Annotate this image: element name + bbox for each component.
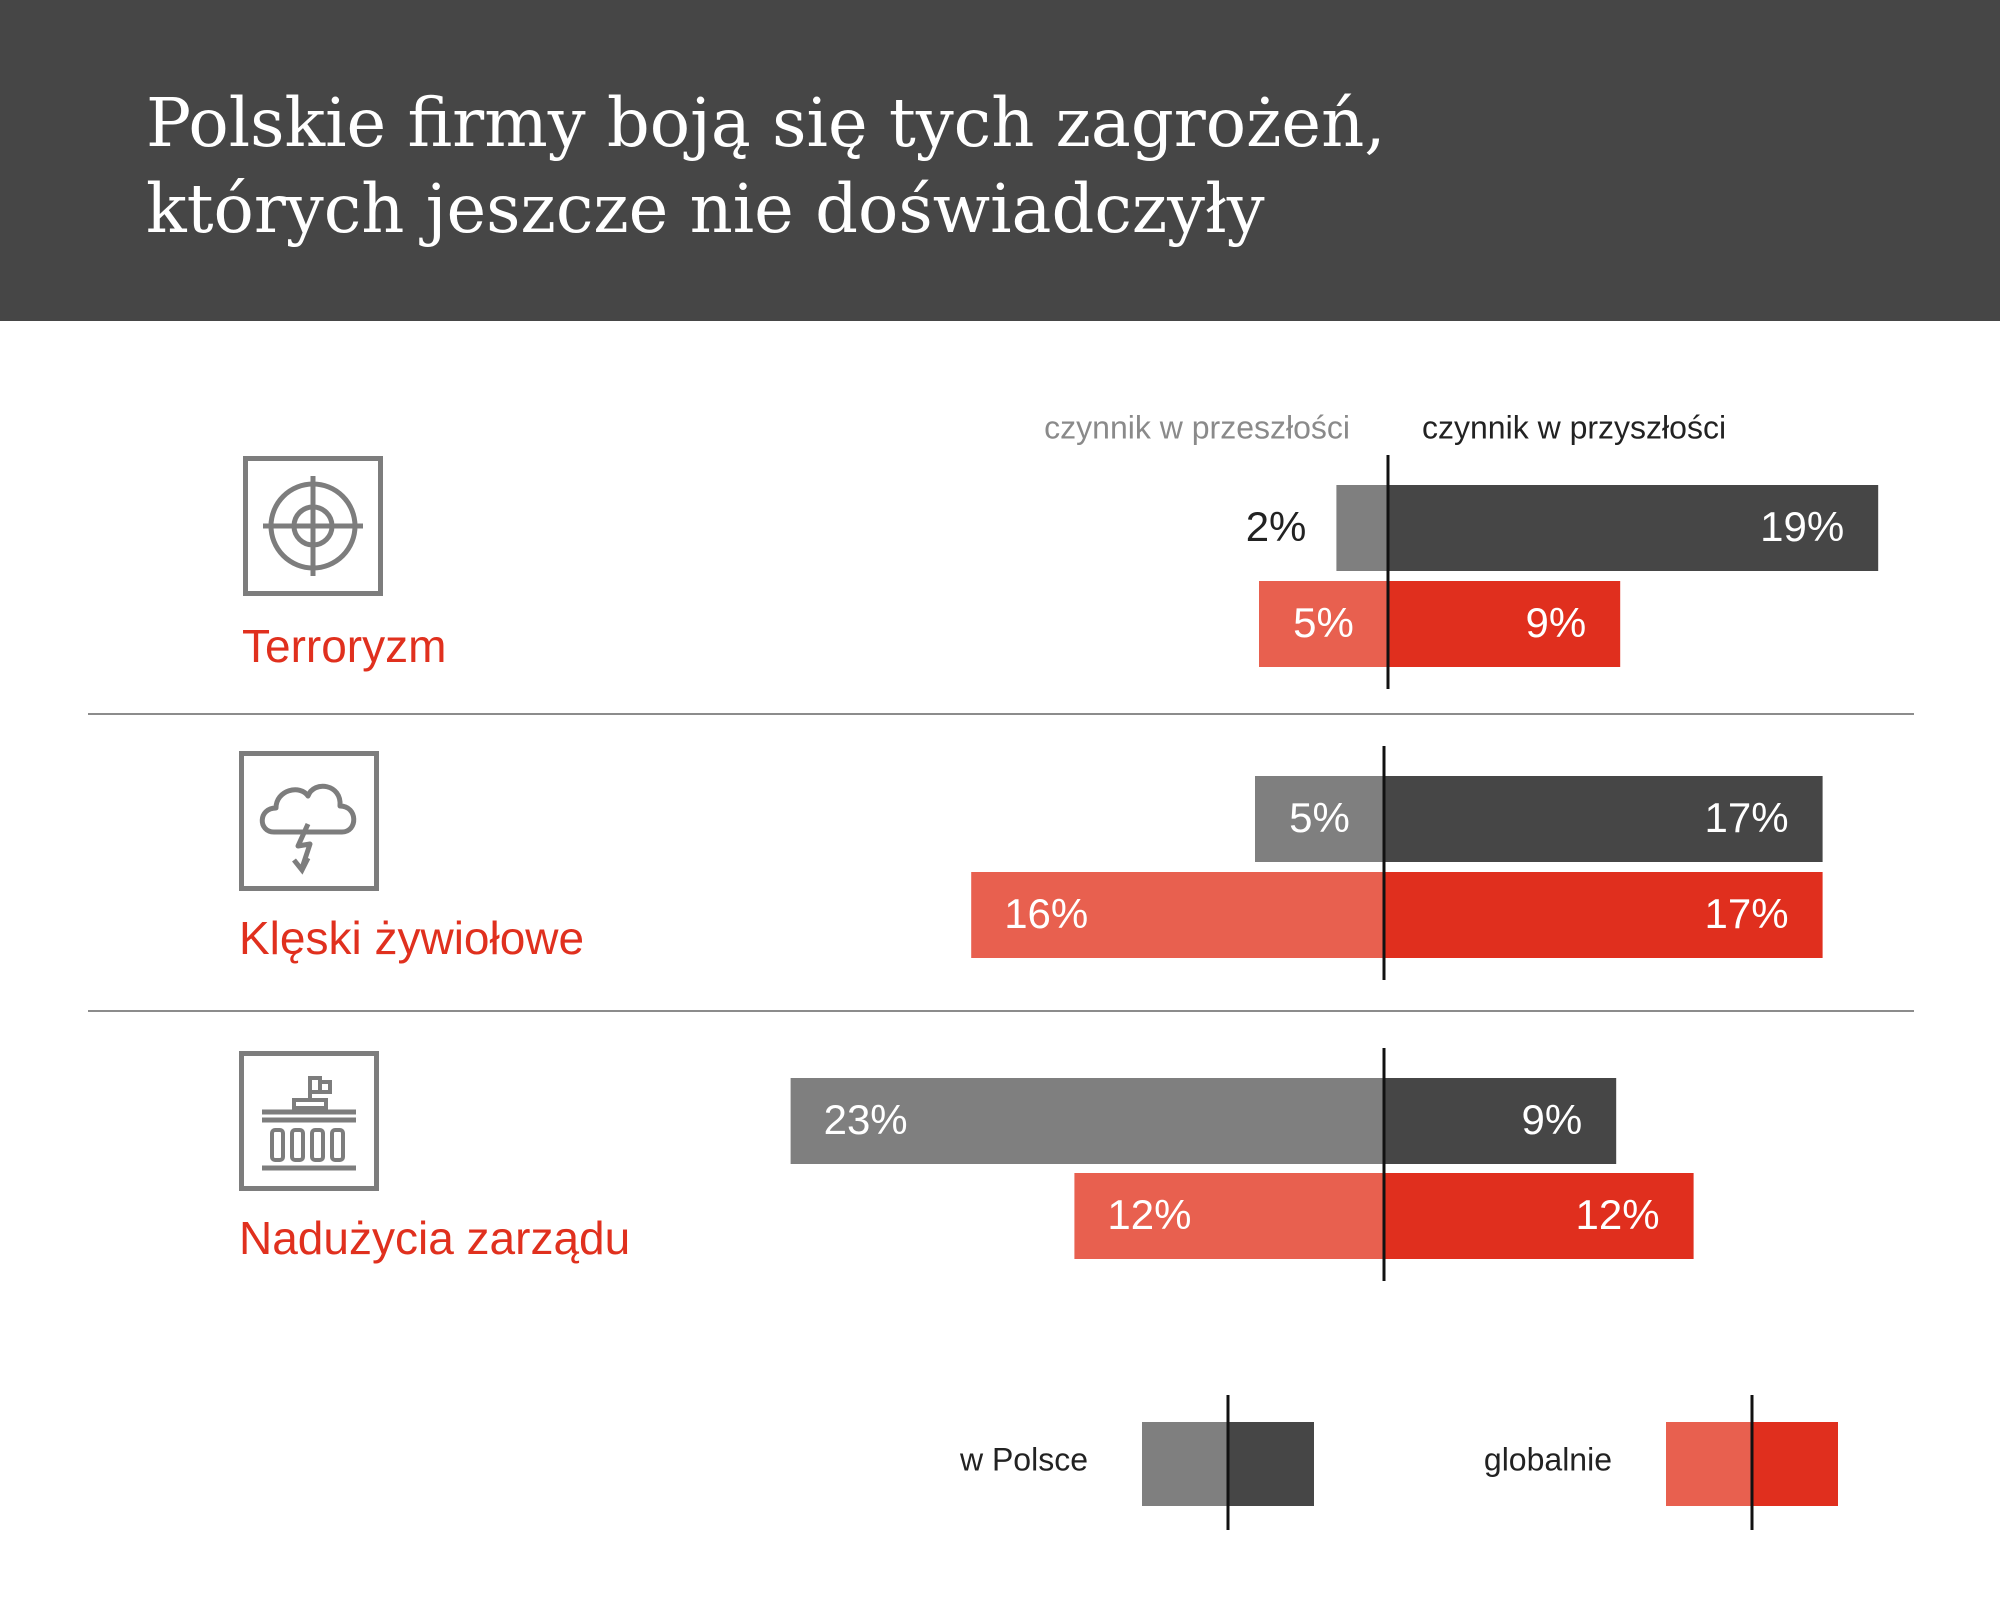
legend-swatch-past bbox=[1142, 1422, 1228, 1506]
legend-swatch-future bbox=[1228, 1422, 1314, 1506]
data-label-past: 16% bbox=[1004, 890, 1088, 937]
bar-past bbox=[1336, 485, 1388, 571]
data-label-future: 9% bbox=[1521, 1096, 1582, 1143]
data-label-past: 23% bbox=[824, 1096, 908, 1143]
page-title: Polskie firmy boją się tych zagrożeń, kt… bbox=[146, 80, 1746, 252]
storm-cloud-icon bbox=[239, 751, 379, 891]
title-line-1: Polskie firmy boją się tych zagrożeń, bbox=[146, 84, 1386, 162]
title-line-2: których jeszcze nie doświadczyły bbox=[146, 170, 1265, 248]
legend-swatch-past bbox=[1666, 1422, 1752, 1506]
category-label: Nadużycia zarządu bbox=[239, 1212, 630, 1264]
bar-past bbox=[1255, 776, 1384, 862]
data-label-past: 5% bbox=[1289, 794, 1350, 841]
bar-future bbox=[1388, 581, 1621, 667]
bar-future bbox=[1384, 1173, 1694, 1259]
legend-label: globalnie bbox=[1484, 1441, 1612, 1477]
data-label-future: 19% bbox=[1760, 503, 1844, 550]
bar-future bbox=[1388, 485, 1879, 571]
category-label: Klęski żywiołowe bbox=[239, 912, 584, 964]
legend-swatch-future bbox=[1752, 1422, 1838, 1506]
data-label-future: 17% bbox=[1705, 890, 1789, 937]
legend-label: w Polsce bbox=[959, 1441, 1088, 1477]
column-header-future: czynnik w przyszłości bbox=[1422, 409, 1726, 445]
data-label-future: 17% bbox=[1705, 794, 1789, 841]
bar-future bbox=[1384, 776, 1823, 862]
target-icon bbox=[243, 456, 383, 596]
bar-past bbox=[790, 1078, 1384, 1164]
data-label-past: 5% bbox=[1293, 599, 1354, 646]
bar-past bbox=[1259, 581, 1388, 667]
category-label: Terroryzm bbox=[242, 620, 446, 672]
government-building-icon bbox=[239, 1051, 379, 1191]
data-label-past: 12% bbox=[1107, 1191, 1191, 1238]
bar-past bbox=[1074, 1173, 1384, 1259]
column-header-past: czynnik w przeszłości bbox=[1044, 409, 1350, 445]
data-label-past: 2% bbox=[1246, 503, 1307, 550]
bar-past bbox=[971, 872, 1384, 958]
data-label-future: 12% bbox=[1576, 1191, 1660, 1238]
bar-future bbox=[1384, 1078, 1617, 1164]
bar-future bbox=[1384, 872, 1823, 958]
data-label-future: 9% bbox=[1525, 599, 1586, 646]
header-banner: Polskie firmy boją się tych zagrożeń, kt… bbox=[0, 0, 2000, 321]
